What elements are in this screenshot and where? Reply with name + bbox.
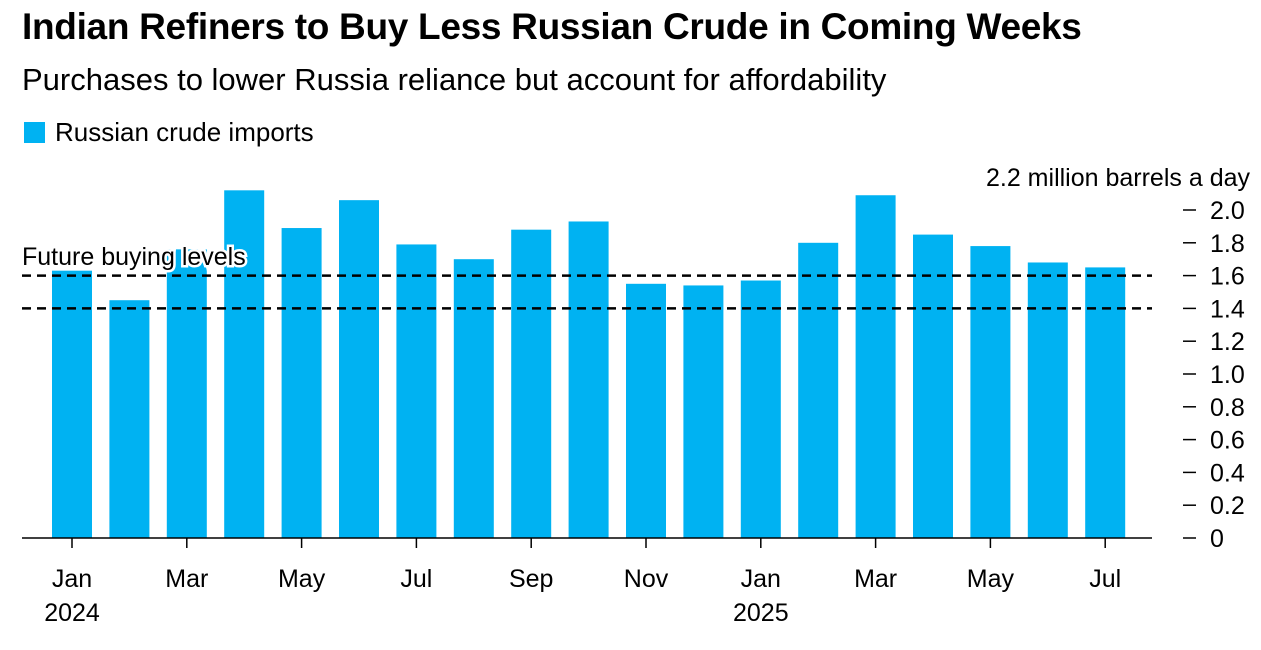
x-tick-label: Jan [741, 565, 781, 593]
bar [109, 300, 150, 538]
bar [396, 244, 437, 538]
bar [626, 283, 666, 538]
y-tick-label: 0.6 [1210, 427, 1245, 455]
bar [740, 280, 781, 538]
y-tick-label: 0 [1210, 525, 1224, 553]
bar [511, 229, 552, 538]
bar [339, 200, 379, 538]
y-tick-label: 1.4 [1210, 295, 1245, 323]
bar [281, 228, 322, 539]
bar [224, 190, 265, 538]
bar [1085, 267, 1126, 538]
y-tick-label: 1.2 [1210, 328, 1245, 356]
bar [683, 285, 724, 538]
y-tick-label: 2.0 [1210, 197, 1245, 225]
bar [453, 259, 494, 538]
bar [1027, 262, 1068, 538]
y-tick-label: 1.6 [1210, 263, 1245, 291]
chart-title: Indian Refiners to Buy Less Russian Crud… [22, 6, 1082, 47]
chart-subtitle: Purchases to lower Russia reliance but a… [22, 62, 887, 97]
y-tick-label: 1.8 [1210, 230, 1245, 258]
legend: Russian crude imports [24, 117, 314, 148]
y-tick-label: 0.4 [1210, 459, 1245, 487]
bar [855, 195, 896, 539]
bar [52, 270, 92, 538]
bar [798, 242, 839, 539]
x-tick-label: Nov [624, 565, 669, 593]
bar [568, 221, 609, 539]
bar [970, 246, 1011, 538]
x-year-label: 2024 [44, 599, 100, 627]
bar [166, 249, 207, 539]
legend-label: Russian crude imports [55, 117, 314, 147]
x-tick-label: Jan [52, 565, 92, 593]
x-tick-label: Jul [1089, 565, 1121, 593]
x-year-label: 2025 [733, 599, 789, 627]
x-tick-label: May [278, 565, 326, 593]
x-tick-label: May [967, 565, 1015, 593]
x-tick-label: Mar [854, 565, 897, 593]
x-tick-label: Mar [165, 565, 208, 593]
y-tick-label: 0.2 [1210, 492, 1245, 520]
bar [913, 234, 953, 538]
y-tick-label: 1.0 [1210, 361, 1245, 389]
y-tick-label: 0.8 [1210, 394, 1245, 422]
x-tick-label: Jul [400, 565, 432, 593]
annotation-label: Future buying levels [22, 243, 246, 271]
x-tick-label: Sep [509, 565, 553, 593]
y-axis-unit-label: 2.2 million barrels a day [986, 164, 1251, 192]
legend-swatch [24, 122, 45, 143]
